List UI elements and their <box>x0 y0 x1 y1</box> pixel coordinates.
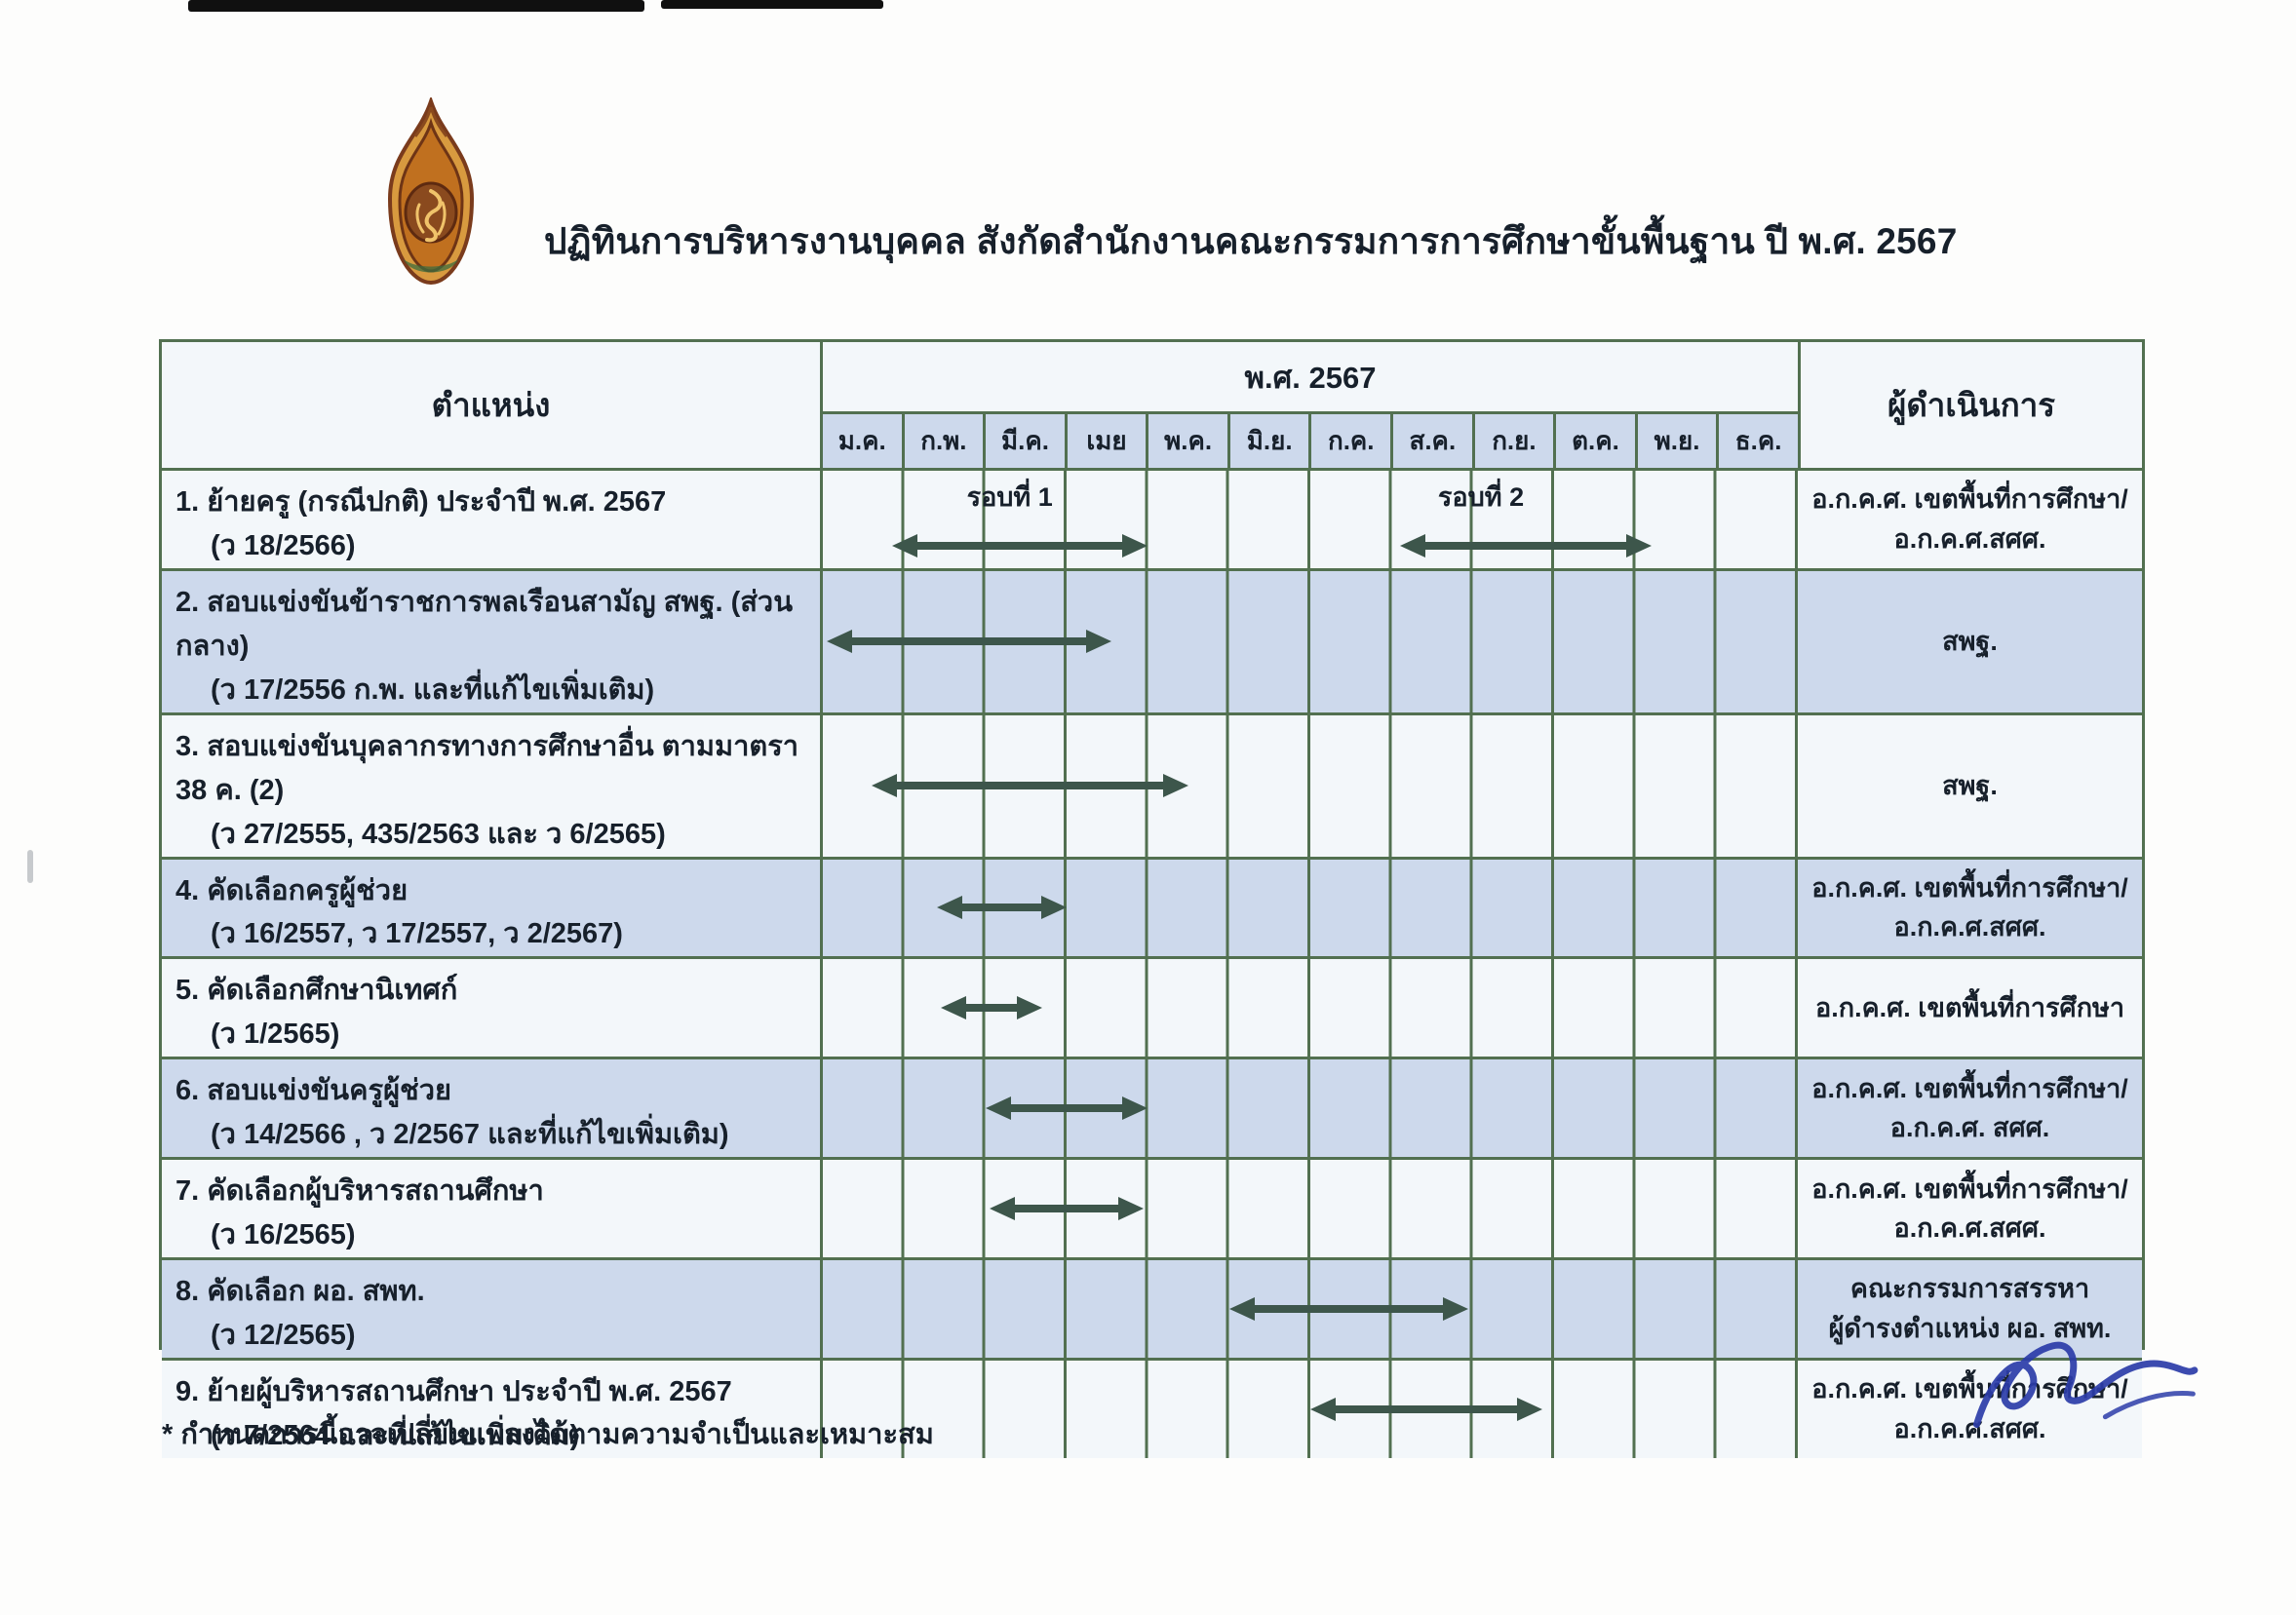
column-header-position: ตำแหน่ง <box>162 342 823 468</box>
row-reference: (ว 16/2565) <box>211 1219 356 1251</box>
gantt-bar-arrow <box>1310 1397 1542 1421</box>
row-reference: (ว 16/2557, ว 17/2557, ว 2/2567) <box>211 918 623 950</box>
gantt-bar-label: รอบที่ 1 <box>966 482 1053 512</box>
row-reference: (ว 14/2566 , ว 2/2567 และที่แก้ไขเพิ่มเต… <box>211 1119 729 1151</box>
gantt-timeline-cell <box>823 1059 1798 1158</box>
month-header: ต.ค. <box>1556 414 1638 468</box>
month-header-row: ม.ค. ก.พ. มี.ค. เมย พ.ค. มิ.ย. ก.ค. ส.ค.… <box>823 414 1798 468</box>
gantt-bar-arrow <box>872 774 1188 798</box>
gantt-timeline-cell <box>823 859 1798 957</box>
gantt-timeline-cell <box>823 1160 1798 1257</box>
gantt-timeline-cell <box>823 714 1798 857</box>
month-header: ก.ย. <box>1474 414 1557 468</box>
gantt-bar-label: รอบที่ 2 <box>1437 482 1525 512</box>
gantt-timeline-cell: รอบที่ 1 รอบที่ 2 <box>823 471 1798 568</box>
gantt-bar-arrow <box>940 996 1043 1020</box>
gantt-bar-arrow <box>985 1096 1148 1121</box>
table-row: 3. สอบแข่งขันบุคลากรทางการศึกษาอื่น ตามม… <box>162 714 2142 860</box>
row-reference: (ว 18/2566) <box>211 529 356 561</box>
column-header-operator: ผู้ดำเนินการ <box>1798 342 2142 468</box>
row-reference: (ว 1/2565) <box>211 1019 340 1051</box>
gantt-timeline-cell <box>823 1260 1798 1358</box>
page-title: ปฏิทินการบริหารงานบุคคล สังกัดสำนักงานคณ… <box>544 221 1958 261</box>
footnote: * กำหนดการนี้อาจเปลี่ยนแปลงได้ตามความจำเ… <box>162 1419 934 1450</box>
table-row: 7. คัดเลือกผู้บริหารสถานศึกษา (ว 16/2565… <box>162 1160 2142 1260</box>
month-header: มี.ค. <box>986 414 1068 468</box>
row-title: 9. ย้ายผู้บริหารสถานศึกษา ประจำปี พ.ศ. 2… <box>175 1375 732 1407</box>
table-row: 9. ย้ายผู้บริหารสถานศึกษา ประจำปี พ.ศ. 2… <box>162 1360 2142 1458</box>
operator: สพฐ. <box>1942 770 1998 800</box>
row-title: 8. คัดเลือก ผอ. สพท. <box>175 1276 425 1307</box>
operator: อ.ก.ค.ศ. เขตพื้นที่การศึกษา/ <box>1811 484 2128 515</box>
table-row: 5. คัดเลือกศึกษานิเทศก์ (ว 1/2565) อ.ก.ค… <box>162 959 2142 1060</box>
table-row: 8. คัดเลือก ผอ. สพท. (ว 12/2565) คณะกรรม… <box>162 1260 2142 1361</box>
row-reference: (ว 7/2564 และที่แก้ไขเพิ่มเติม) <box>211 1419 580 1451</box>
month-header: ม.ค. <box>823 414 905 468</box>
month-header: ก.พ. <box>904 414 987 468</box>
row-title: 3. สอบแข่งขันบุคลากรทางการศึกษาอื่น ตามม… <box>175 730 799 806</box>
month-header: เมย <box>1067 414 1149 468</box>
operator: อ.ก.ค.ศ. เขตพื้นที่การศึกษา/ <box>1811 1173 2128 1204</box>
gantt-timeline-cell <box>823 570 1798 712</box>
operator: สพฐ. <box>1942 627 1998 657</box>
table-row: 4. คัดเลือกครูผู้ช่วย (ว 16/2557, ว 17/2… <box>162 859 2142 960</box>
gantt-bar-arrow <box>1399 533 1653 558</box>
gantt-bar-arrow <box>936 896 1068 920</box>
months-header-group: พ.ศ. 2567 ม.ค. ก.พ. มี.ค. เมย พ.ค. มิ.ย.… <box>823 342 1798 468</box>
row-reference: (ว 12/2565) <box>211 1319 356 1351</box>
signature-ink <box>1972 1341 2199 1429</box>
month-header: ส.ค. <box>1393 414 1475 468</box>
personnel-calendar-table: ตำแหน่ง พ.ศ. 2567 ม.ค. ก.พ. มี.ค. เมย พ.… <box>159 339 2145 1458</box>
gantt-bar-arrow <box>1228 1296 1469 1321</box>
operator: อ.ก.ค.ศ. เขตพื้นที่การศึกษา/ <box>1811 1073 2128 1103</box>
month-header: พ.ค. <box>1148 414 1230 468</box>
month-header: ก.ค. <box>1311 414 1394 468</box>
operator: อ.ก.ค.ศ. เขตพื้นที่การศึกษา <box>1815 993 2124 1023</box>
operator: อ.ก.ค.ศ. เขตพื้นที่การศึกษา/ <box>1811 872 2128 903</box>
gantt-bar-arrow <box>827 630 1111 654</box>
gantt-timeline-cell <box>823 1360 1798 1458</box>
operator: ผู้ดำรงตำแหน่ง ผอ. สพท. <box>1828 1313 2112 1343</box>
month-header: ธ.ค. <box>1719 414 1798 468</box>
table-body: 1. ย้ายครู (กรณีปกติ) ประจำปี พ.ศ. 2567 … <box>162 471 2142 1458</box>
operator: อ.ก.ค.ศ. สศศ. <box>1889 1113 2050 1143</box>
gantt-timeline-cell <box>823 959 1798 1057</box>
month-header: มิ.ย. <box>1229 414 1312 468</box>
scan-artifact-streak <box>188 0 644 12</box>
row-title: 7. คัดเลือกผู้บริหารสถานศึกษา <box>175 1175 544 1208</box>
scan-artifact-streak <box>661 0 883 9</box>
table-row: 1. ย้ายครู (กรณีปกติ) ประจำปี พ.ศ. 2567 … <box>162 471 2142 571</box>
gantt-bar-arrow <box>989 1197 1145 1221</box>
table-row: 2. สอบแข่งขันข้าราชการพลเรือนสามัญ สพฐ. … <box>162 570 2142 715</box>
row-title: 4. คัดเลือกครูผู้ช่วย <box>175 874 409 906</box>
row-title: 5. คัดเลือกศึกษานิเทศก์ <box>175 975 458 1007</box>
row-title: 1. ย้ายครู (กรณีปกติ) ประจำปี พ.ศ. 2567 <box>175 486 667 518</box>
gantt-bar-arrow <box>891 533 1148 558</box>
operator: อ.ก.ค.ศ.สศศ. <box>1893 1213 2046 1244</box>
table-row: 6. สอบแข่งขันครูผู้ช่วย (ว 14/2566 , ว 2… <box>162 1059 2142 1161</box>
operator: คณะกรรมการสรรหา <box>1849 1274 2090 1304</box>
year-header: พ.ศ. 2567 <box>823 342 1798 414</box>
row-title: 2. สอบแข่งขันข้าราชการพลเรือนสามัญ สพฐ. … <box>175 586 794 662</box>
operator: อ.ก.ค.ศ.สศศ. <box>1893 523 2046 554</box>
month-header: พ.ย. <box>1637 414 1720 468</box>
operator: อ.ก.ค.ศ.สศศ. <box>1893 1413 2046 1443</box>
row-reference: (ว 27/2555, 435/2563 และ ว 6/2565) <box>211 818 666 850</box>
scan-artifact-speck <box>27 850 33 883</box>
ministry-of-education-emblem-icon <box>387 97 475 286</box>
row-title: 6. สอบแข่งขันครูผู้ช่วย <box>175 1075 452 1107</box>
table-header: ตำแหน่ง พ.ศ. 2567 ม.ค. ก.พ. มี.ค. เมย พ.… <box>162 342 2142 471</box>
operator: อ.ก.ค.ศ.สศศ. <box>1893 912 2046 942</box>
row-reference: (ว 17/2556 ก.พ. และที่แก้ไขเพิ่มเติม) <box>211 673 655 706</box>
